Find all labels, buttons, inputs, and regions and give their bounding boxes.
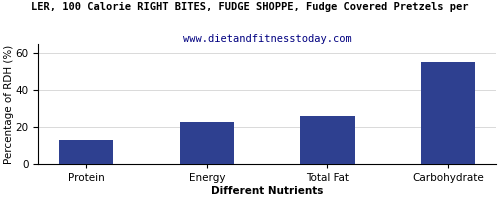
Bar	[421, 62, 475, 164]
Text: LER, 100 Calorie RIGHT BITES, FUDGE SHOPPE, Fudge Covered Pretzels per: LER, 100 Calorie RIGHT BITES, FUDGE SHOP…	[31, 2, 469, 12]
Bar	[59, 140, 114, 164]
Bar	[300, 116, 354, 164]
Bar	[180, 122, 234, 164]
Title: www.dietandfitnesstoday.com: www.dietandfitnesstoday.com	[182, 34, 352, 44]
X-axis label: Different Nutrients: Different Nutrients	[211, 186, 324, 196]
Y-axis label: Percentage of RDH (%): Percentage of RDH (%)	[4, 44, 14, 164]
